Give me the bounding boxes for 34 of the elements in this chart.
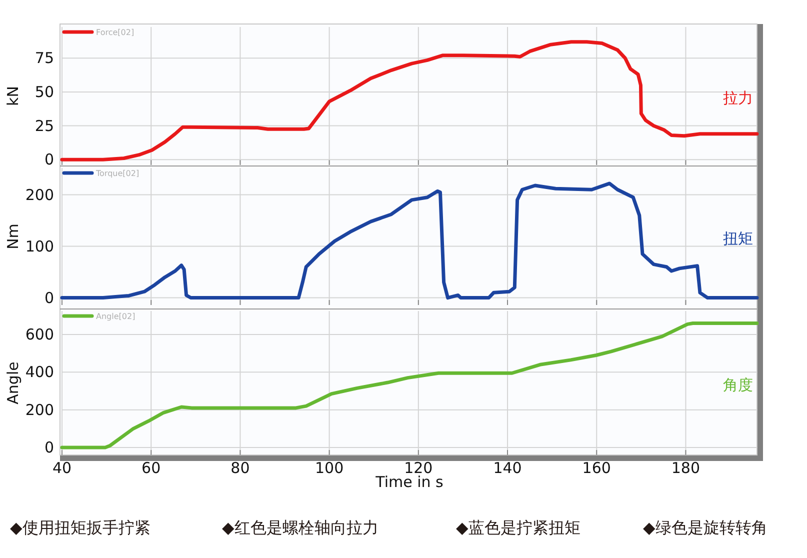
y-tick-label: 0 <box>44 288 54 307</box>
x-tick-label: 100 <box>314 459 344 477</box>
y-tick-label: 75 <box>34 49 54 68</box>
y-tick-label: 50 <box>34 82 54 101</box>
line-series <box>60 321 759 450</box>
legend-label: Force[02] <box>96 28 134 37</box>
y-tick-label: 600 <box>25 326 54 344</box>
text: ◆蓝色是拧紧扭矩 <box>456 518 580 537</box>
y-axis-title: kN <box>4 86 22 106</box>
annotation: 角度 <box>723 376 753 394</box>
y-tick-label: 200 <box>25 186 54 204</box>
annotation: 拉力 <box>723 88 753 107</box>
text: ◆使用扭矩扳手拧紧 <box>10 518 150 537</box>
x-tick-label: 140 <box>493 459 522 477</box>
x-tick-label: 40 <box>52 459 72 477</box>
y-axis-title: Angle <box>4 362 22 404</box>
legend-label: Angle[02] <box>96 312 136 321</box>
x-tick-label: 60 <box>142 459 161 477</box>
text: ◆绿色是旋转转角 <box>643 518 768 537</box>
x-tick-label: 180 <box>671 459 700 477</box>
line-series <box>60 40 759 162</box>
annotation: 扭矩 <box>723 229 753 248</box>
x-tick-label: 80 <box>230 459 250 477</box>
legend-label: Torque[02] <box>95 169 140 178</box>
y-tick-label: 0 <box>44 150 54 169</box>
x-tick-label: 160 <box>582 459 611 477</box>
y-tick-label: 25 <box>34 116 54 135</box>
y-tick-label: 0 <box>44 438 54 456</box>
y-tick-label: 200 <box>25 400 54 419</box>
y-axis-title: Nm <box>4 224 22 250</box>
y-tick-label: 100 <box>25 237 54 256</box>
text: ◆红色是螺栓轴向拉力 <box>222 518 378 537</box>
y-tick-label: 400 <box>25 363 54 382</box>
line-series <box>60 182 759 300</box>
